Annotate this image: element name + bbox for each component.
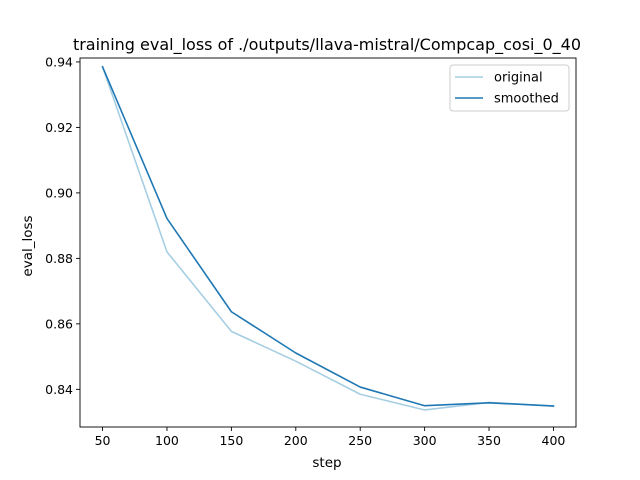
y-axis-label: eval_loss <box>20 215 36 276</box>
x-tick-label: 400 <box>542 433 566 448</box>
x-tick-label: 50 <box>95 433 111 448</box>
y-tick-label: 0.86 <box>45 316 73 331</box>
x-tick-label: 200 <box>284 433 308 448</box>
y-tick-label: 0.90 <box>45 185 73 200</box>
series-line-original <box>101 65 555 411</box>
plot-area: 50 100 150 200 250 300 350 400 0.84 0.86 0.88 0.90 0… <box>45 54 577 448</box>
x-tick-label: 300 <box>413 433 437 448</box>
y-tick-label: 0.94 <box>45 54 73 69</box>
plot-frame <box>79 57 577 428</box>
x-axis-label: step <box>312 455 341 471</box>
legend: original smoothed <box>449 64 570 112</box>
y-tick-label: 0.88 <box>45 251 73 266</box>
legend-label-smoothed: smoothed <box>494 92 559 107</box>
chart-title: training eval_loss of ./outputs/llava-mi… <box>73 35 581 55</box>
x-tick-label: 150 <box>219 433 243 448</box>
y-tick-label: 0.84 <box>45 382 73 397</box>
x-tick-label: 250 <box>348 433 372 448</box>
y-tick-label: 0.92 <box>45 120 73 135</box>
legend-label-original: original <box>494 71 543 86</box>
x-tick-label: 100 <box>155 433 179 448</box>
x-tick-label: 350 <box>477 433 501 448</box>
series-line-smoothed <box>101 65 555 407</box>
